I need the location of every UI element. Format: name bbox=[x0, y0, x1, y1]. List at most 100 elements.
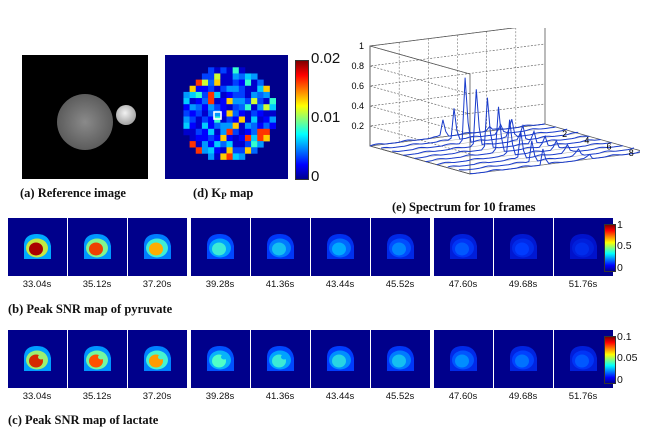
lactate-colorbar-tick-max: 0.1 bbox=[617, 331, 632, 343]
kp-map-pixel bbox=[195, 98, 203, 105]
group-separator bbox=[431, 330, 433, 388]
frame-tile bbox=[191, 218, 250, 276]
kp-map-pixel bbox=[226, 153, 233, 160]
kp-map-pixel bbox=[251, 128, 258, 136]
pyruvate-time-labels: 33.04s 35.12s 37.20s 39.28s 41.36s 43.44s 45.5… bbox=[8, 279, 598, 293]
kp-map-pixel bbox=[183, 128, 190, 136]
kp-map-pixel bbox=[257, 79, 264, 87]
spectrum-floor-line bbox=[469, 152, 640, 175]
caption-a: (a) Reference image bbox=[20, 186, 126, 200]
kp-colorbar-tick-max: 0.02 bbox=[311, 50, 341, 67]
kp-map-pixel bbox=[201, 116, 209, 123]
kp-map-pixel bbox=[226, 110, 233, 117]
frame-blob-speckle bbox=[158, 354, 164, 360]
spectrum-frame-tick-label: 4 bbox=[584, 135, 589, 145]
kp-map-pixel bbox=[251, 134, 258, 142]
kp-map-pixel bbox=[244, 79, 252, 87]
kp-map-pixel bbox=[251, 147, 258, 154]
caption-e: (e) Spectrum for 10 frames bbox=[392, 200, 536, 214]
frame-time-label: 41.36s bbox=[265, 391, 295, 402]
kp-map-pixel bbox=[257, 91, 264, 99]
kp-map-pixel bbox=[232, 85, 240, 93]
kp-map-pixel bbox=[238, 134, 246, 142]
kp-map-pixel bbox=[226, 134, 233, 142]
kp-map-pixel bbox=[195, 79, 203, 87]
kp-roi-marker bbox=[213, 111, 222, 120]
pyruvate-frames-strip bbox=[8, 218, 613, 276]
kp-map-pixel bbox=[244, 147, 252, 154]
kp-map-pixel bbox=[226, 141, 233, 148]
frame-blob-core bbox=[392, 242, 406, 256]
kp-map-pixel bbox=[208, 134, 215, 142]
kp-map-pixel bbox=[214, 128, 221, 136]
pyruvate-colorbar-tick-mid: 0.5 bbox=[617, 240, 632, 252]
frame-blob-core bbox=[515, 242, 529, 256]
kp-map-pixel bbox=[189, 98, 197, 105]
frame-blob-speckle bbox=[38, 354, 44, 360]
spectrum-z-tick-label: 0.4 bbox=[351, 101, 364, 111]
frame-blob-core bbox=[149, 242, 163, 256]
frame-tile bbox=[8, 218, 67, 276]
kp-map-pixel bbox=[214, 91, 221, 99]
kp-map-pixel bbox=[214, 98, 221, 105]
kp-map-pixel bbox=[201, 141, 209, 148]
kp-map-pixel bbox=[251, 98, 258, 105]
kp-map-pixel bbox=[232, 134, 240, 142]
spectrum-z-tick-label: 0.8 bbox=[351, 61, 364, 71]
kp-colorbar-tick-min: 0 bbox=[311, 168, 320, 185]
kp-map-pixel bbox=[238, 85, 246, 93]
frame-time-label: 51.76s bbox=[568, 391, 598, 402]
caption-d-prefix: (d) K bbox=[193, 186, 222, 200]
lactate-frames-strip bbox=[8, 330, 613, 388]
kp-map-pixel bbox=[232, 116, 240, 123]
group-separator bbox=[188, 218, 190, 276]
kp-map-pixel bbox=[208, 141, 215, 148]
pyruvate-colorbar-tick-max: 1 bbox=[617, 219, 623, 231]
kp-map-pixel bbox=[257, 85, 264, 93]
frame-blob-core bbox=[575, 242, 589, 256]
kp-map-pixel bbox=[263, 104, 270, 111]
kp-map-pixel bbox=[214, 141, 221, 148]
frame-tile bbox=[251, 218, 310, 276]
kp-map-pixel bbox=[220, 116, 227, 123]
frame-tile bbox=[371, 218, 430, 276]
frame-time-label: 49.68s bbox=[508, 279, 538, 290]
kp-map-pixel bbox=[244, 73, 252, 80]
frame-blob-core bbox=[272, 242, 286, 256]
kp-map-pixel bbox=[226, 122, 233, 130]
kp-map-pixel bbox=[189, 91, 197, 99]
small-phantom bbox=[116, 105, 136, 125]
frame-tile bbox=[191, 330, 250, 388]
spectrum-frame-line bbox=[458, 140, 635, 171]
frame-time-label: 39.28s bbox=[205, 391, 235, 402]
spectrum-frame-line bbox=[425, 106, 601, 163]
kp-map-pixel bbox=[220, 153, 227, 160]
spectrum-z-tick-label: 0.2 bbox=[351, 121, 364, 131]
kp-map-pixel bbox=[232, 147, 240, 154]
kp-map-pixel bbox=[195, 141, 203, 148]
kp-map-pixel bbox=[220, 79, 227, 87]
kp-map-pixel bbox=[263, 116, 270, 123]
kp-map-pixel bbox=[244, 104, 252, 111]
kp-map-pixel bbox=[244, 122, 252, 130]
spectrum-frame-line bbox=[469, 148, 640, 175]
kp-map-pixel bbox=[220, 73, 227, 80]
kp-map-pixel bbox=[189, 128, 197, 136]
kp-map-pixel bbox=[214, 147, 221, 154]
kp-map-pixel bbox=[201, 134, 209, 142]
frame-time-label: 51.76s bbox=[568, 279, 598, 290]
kp-map-pixel bbox=[183, 116, 190, 123]
kp-map-pixel bbox=[208, 128, 215, 136]
kp-map-pixel bbox=[226, 91, 233, 99]
lactate-time-labels: 33.04s 35.12s 37.20s 39.28s 41.36s 43.44s 45.5… bbox=[8, 391, 598, 405]
kp-map-pixel bbox=[244, 141, 252, 148]
kp-map-pixel bbox=[201, 79, 209, 87]
kp-map-pixel bbox=[214, 122, 221, 130]
frame-tile bbox=[434, 218, 493, 276]
kp-map-pixel bbox=[214, 153, 221, 160]
frame-blob-core bbox=[332, 242, 346, 256]
caption-d: (d) KP map bbox=[193, 186, 253, 201]
caption-b: (b) Peak SNR map of pyruvate bbox=[8, 302, 173, 316]
kp-map-pixel bbox=[220, 141, 227, 148]
kp-map-pixel bbox=[201, 147, 209, 154]
